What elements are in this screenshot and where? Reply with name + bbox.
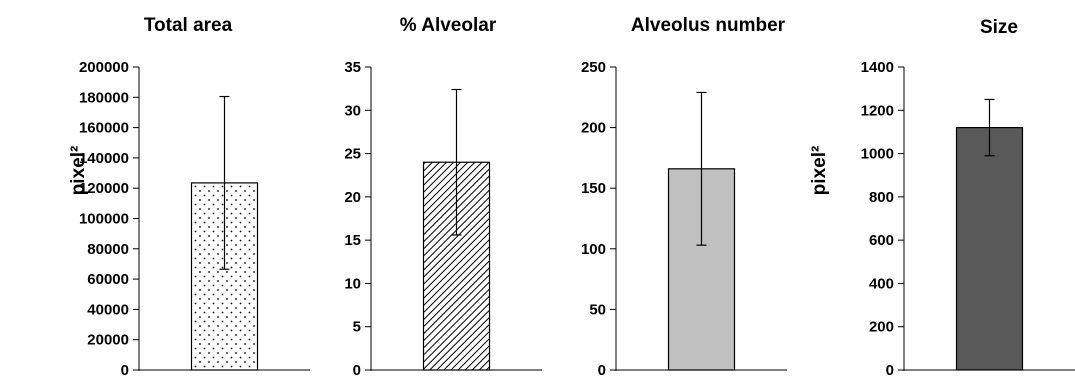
y-tick-label: 25 (344, 146, 361, 163)
y-tick-label: 1000 (861, 146, 894, 163)
y-tick-label: 50 (589, 301, 606, 318)
chart-panel-2: % Alveolar 0 5 10 15 20 25 30 35 (344, 15, 542, 376)
y-tick-label: 180000 (79, 89, 129, 106)
chart-title: Size (980, 17, 1018, 38)
y-tick-label: 1200 (861, 102, 894, 119)
y-tick-label: 60000 (87, 271, 129, 288)
y-tick-label: 250 (581, 59, 606, 76)
error-bar (984, 98, 995, 157)
y-tick-label: 0 (886, 362, 894, 376)
y-tick-label: 35 (344, 59, 361, 76)
chart-panel-1: Total area pixel² 0 20000 40000 60000 80000 100… (68, 15, 310, 376)
y-tick-label: 0 (598, 362, 606, 376)
y-axis-label: pixel² (809, 146, 830, 196)
y-tick-label: 400 (869, 275, 894, 292)
chart-title: Alveolus number (631, 15, 786, 36)
y-tick-label: 100 (581, 241, 606, 258)
y-tick-label: 20 (344, 189, 361, 206)
y-tick-label: 120000 (79, 180, 129, 197)
error-bar (219, 95, 230, 270)
y-tick-label: 0 (121, 362, 129, 376)
y-tick-label: 600 (869, 232, 894, 249)
chart-title: % Alveolar (400, 15, 497, 36)
y-tick-label: 200 (581, 120, 606, 137)
bar (955, 126, 1024, 371)
y-tick-label: 140000 (79, 150, 129, 167)
y-tick-label: 800 (869, 189, 894, 206)
error-bar (696, 91, 707, 246)
y-tick-label: 20000 (87, 332, 129, 349)
y-tick-label: 150 (581, 180, 606, 197)
chart-title: Total area (144, 15, 233, 36)
y-tick-label: 200000 (79, 59, 129, 76)
y-tick-label: 200 (869, 319, 894, 336)
y-tick-label: 100000 (79, 211, 129, 228)
y-tick-label: 0 (353, 362, 361, 376)
y-tick-label: 80000 (87, 241, 129, 258)
chart-panel-4: Size pixel² 0 200 400 600 800 1000 1200 1400 (809, 17, 1075, 376)
y-tick-label: 15 (344, 232, 361, 249)
y-tick-label: 1400 (861, 59, 894, 76)
y-tick-label: 5 (353, 319, 361, 336)
chart-panel-3: Alveolus number 0 50 100 150 200 250 (581, 15, 787, 376)
y-tick-label: 40000 (87, 301, 129, 318)
y-tick-label: 10 (344, 275, 361, 292)
y-axis-label: pixel² (68, 146, 89, 196)
y-tick-label: 30 (344, 102, 361, 119)
error-bar (451, 88, 462, 236)
y-tick-label: 160000 (79, 120, 129, 137)
